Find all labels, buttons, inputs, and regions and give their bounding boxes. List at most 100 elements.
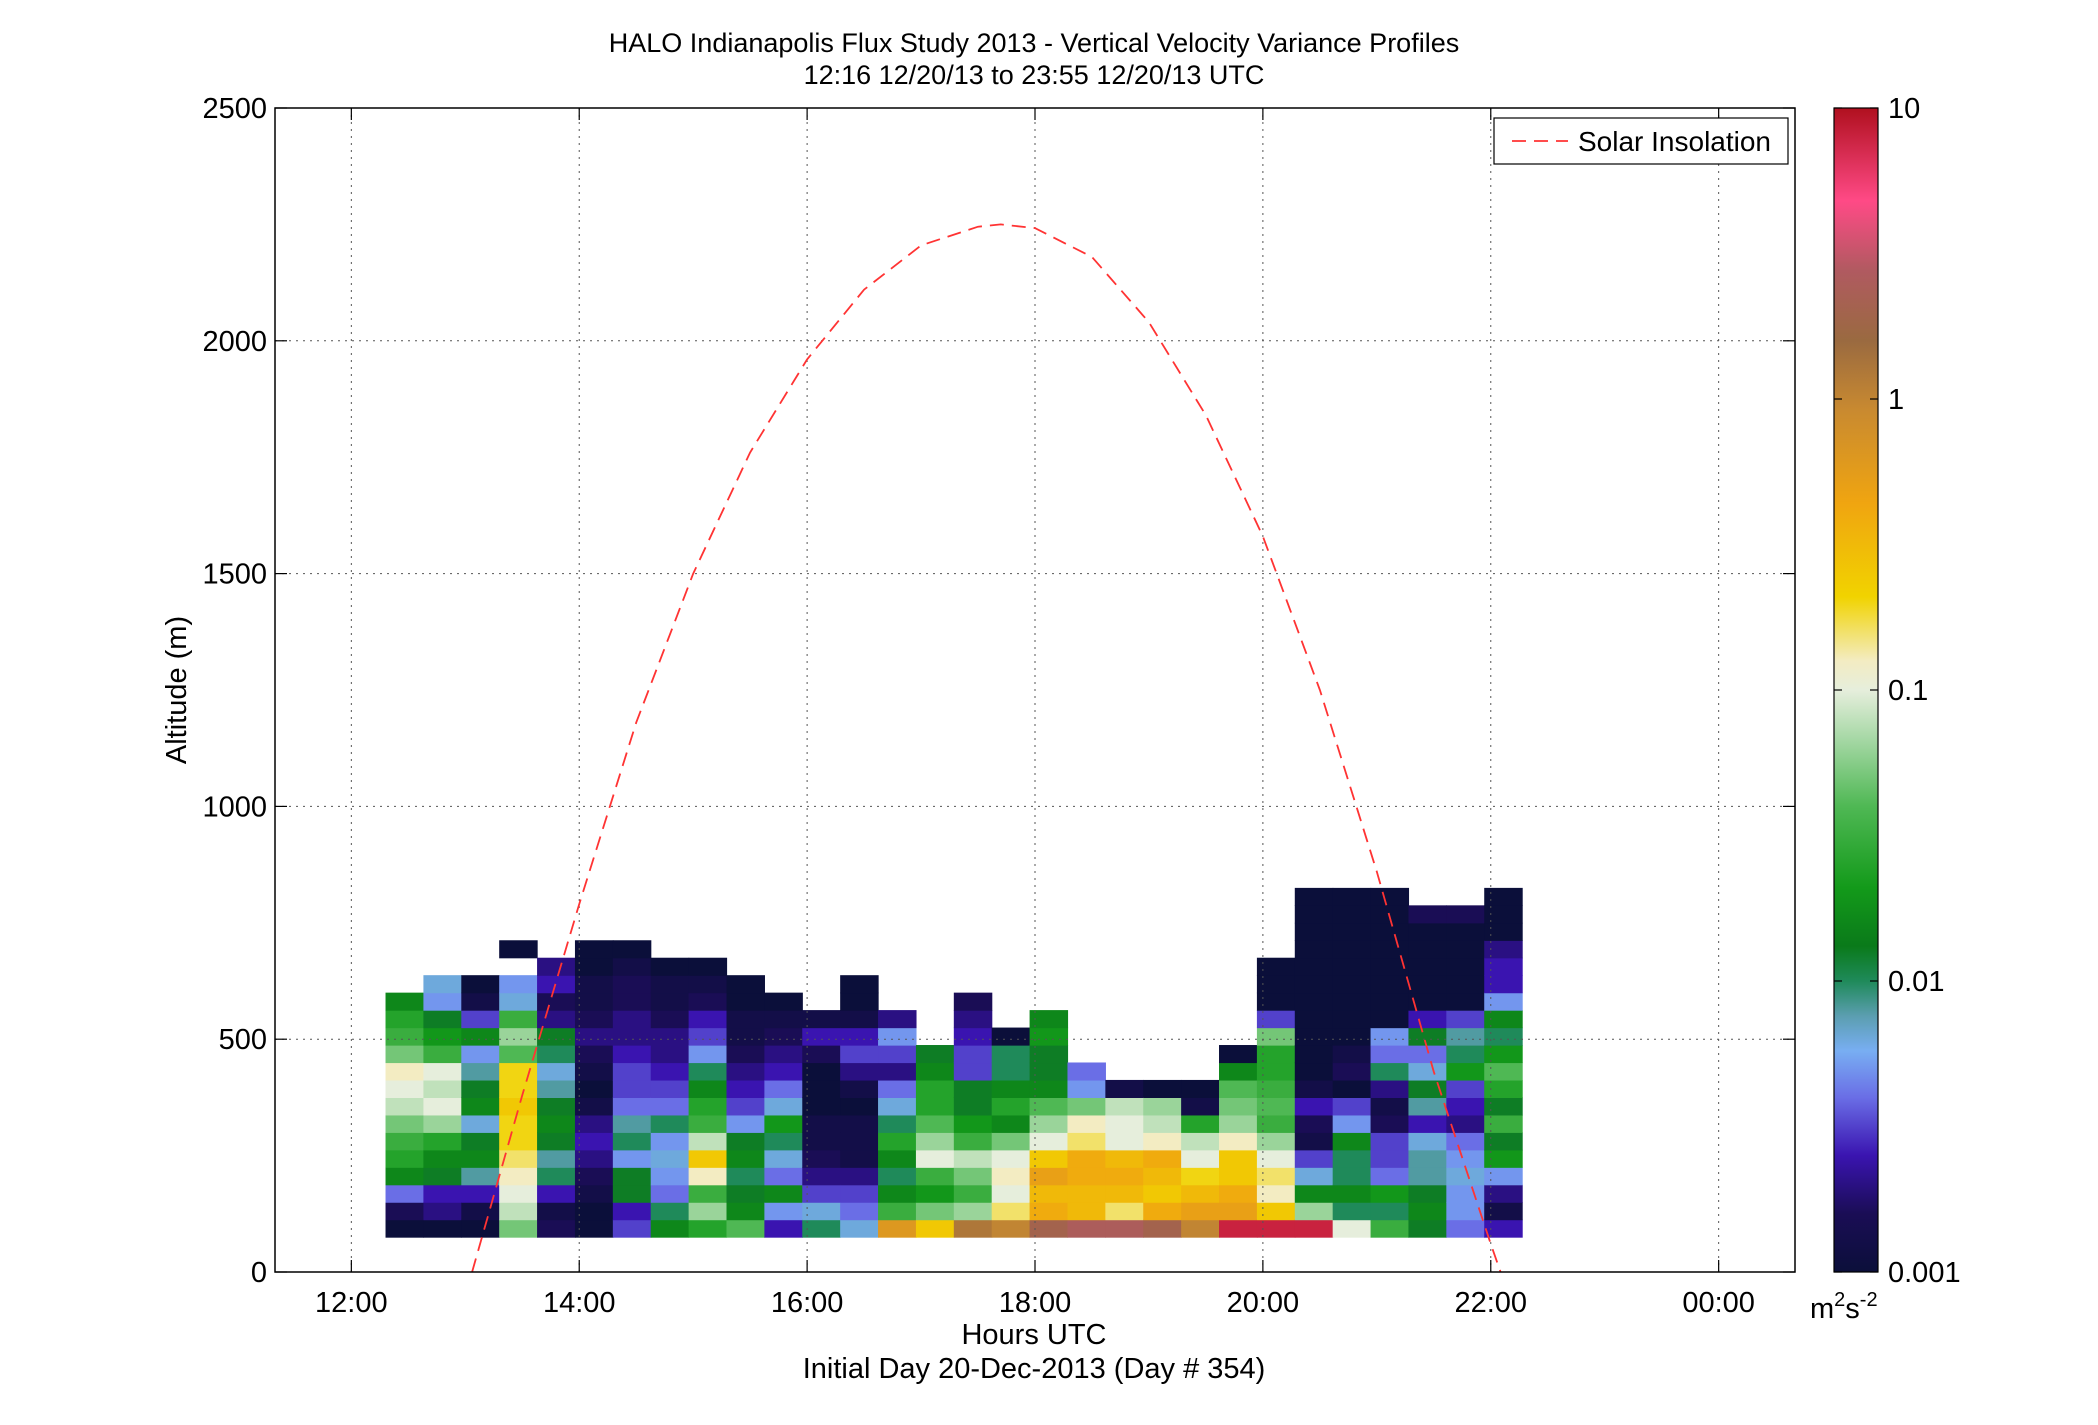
heatmap-cell [878, 1062, 917, 1081]
heatmap-cell [1143, 1149, 1182, 1168]
heatmap-cell [650, 1167, 690, 1186]
heatmap-cell [650, 1132, 690, 1151]
heatmap-cell [1408, 905, 1447, 924]
heatmap-cell [612, 1184, 652, 1203]
heatmap-cell [915, 1202, 955, 1221]
heatmap-cell [726, 1202, 765, 1221]
heatmap-cell [612, 1027, 652, 1046]
heatmap-cell [1181, 1167, 1220, 1186]
heatmap-cell [688, 1184, 728, 1203]
heatmap-cell [499, 1062, 538, 1081]
heatmap-cell [1370, 1097, 1410, 1116]
y-tick-label: 2500 [202, 93, 267, 125]
heatmap-cell [1408, 1045, 1447, 1064]
heatmap-cell [1219, 1132, 1258, 1151]
heatmap-cell [499, 1027, 538, 1046]
heatmap-cell [1181, 1132, 1220, 1151]
heatmap-cell [1370, 887, 1410, 906]
heatmap-cell [764, 1045, 803, 1064]
heatmap-cell [1332, 905, 1372, 924]
heatmap-cell [1484, 1045, 1523, 1064]
heatmap-cell [1332, 1097, 1372, 1116]
heatmap-cell [1029, 1010, 1069, 1029]
heatmap-cell [537, 1097, 576, 1116]
heatmap-cell [1332, 1184, 1372, 1203]
heatmap-cell [1484, 1097, 1523, 1116]
heatmap-cell [574, 1149, 614, 1168]
heatmap-cell [953, 1202, 993, 1221]
heatmap-cell [574, 1010, 614, 1029]
heatmap-cell [1408, 1167, 1447, 1186]
heatmap-cell [1256, 975, 1296, 994]
heatmap-cell [1370, 1184, 1410, 1203]
heatmap-cell [688, 1045, 728, 1064]
heatmap-cell [726, 975, 765, 994]
heatmap-cell [461, 1010, 500, 1029]
heatmap-cell [1370, 1079, 1410, 1098]
heatmap-cell [953, 1184, 993, 1203]
legend-label-solar: Solar Insolation [1578, 126, 1771, 157]
heatmap-cell [726, 1132, 765, 1151]
heatmap-cell [1105, 1079, 1144, 1098]
heatmap-cell [1219, 1062, 1258, 1081]
heatmap-cell [764, 1027, 803, 1046]
heatmap-cell [1332, 992, 1372, 1011]
heatmap-cell [1294, 1149, 1334, 1168]
heatmap-cell [1446, 1114, 1485, 1133]
heatmap-cell [953, 1149, 993, 1168]
heatmap-cell [878, 1097, 917, 1116]
heatmap-cell [802, 1132, 841, 1151]
heatmap-cell [1446, 1132, 1485, 1151]
heatmap-cell [385, 1149, 425, 1168]
heatmap-cell [1484, 1149, 1523, 1168]
heatmap-cell [537, 1219, 576, 1238]
heatmap-cell [1446, 1079, 1485, 1098]
heatmap-cell [612, 940, 652, 959]
heatmap-cell [726, 1167, 765, 1186]
heatmap-cell [688, 1202, 728, 1221]
heatmap-cell [1219, 1079, 1258, 1098]
heatmap-cell [1484, 1114, 1523, 1133]
heatmap-cell [1408, 1062, 1447, 1081]
solar-insolation-line [471, 223, 1502, 1272]
heatmap-cell [1294, 1045, 1334, 1064]
heatmap-cell [1143, 1132, 1182, 1151]
heatmap-cell [1484, 1062, 1523, 1081]
heatmap-cell [688, 1132, 728, 1151]
heatmap-cell [726, 1184, 765, 1203]
heatmap-cells [385, 887, 1523, 1238]
heatmap-cell [650, 1202, 690, 1221]
x-tick-label: 14:00 [543, 1287, 616, 1319]
heatmap-cell [1294, 957, 1334, 976]
heatmap-cell [461, 1097, 500, 1116]
heatmap-cell [650, 1219, 690, 1238]
heatmap-cell [1256, 1097, 1296, 1116]
heatmap-cell [1105, 1097, 1144, 1116]
heatmap-cell [1408, 1149, 1447, 1168]
heatmap-cell [385, 992, 425, 1011]
heatmap-cell [953, 1114, 993, 1133]
legend: Solar Insolation [1493, 117, 1789, 165]
heatmap-cell [1256, 1184, 1296, 1203]
y-tick-label: 1000 [202, 791, 267, 823]
heatmap-cell [423, 1010, 462, 1029]
heatmap-cell [1256, 1114, 1296, 1133]
heatmap-cell [1219, 1149, 1258, 1168]
heatmap-cell [1332, 975, 1372, 994]
x-tick-label: 16:00 [771, 1287, 844, 1319]
heatmap-cell [1408, 1132, 1447, 1151]
heatmap-cell [574, 975, 614, 994]
heatmap-cell [1408, 1184, 1447, 1203]
heatmap-cell [1256, 1062, 1296, 1081]
heatmap-cell [953, 1132, 993, 1151]
heatmap-cell [499, 975, 538, 994]
heatmap-cell [1484, 1079, 1523, 1098]
heatmap-cell [574, 1202, 614, 1221]
heatmap-cell [1370, 922, 1410, 941]
heatmap-cell [878, 1202, 917, 1221]
heatmap-cell [612, 1149, 652, 1168]
heatmap-cell [461, 1132, 500, 1151]
heatmap-cell [1408, 957, 1447, 976]
heatmap-cell [1219, 1184, 1258, 1203]
heatmap-cell [1219, 1114, 1258, 1133]
